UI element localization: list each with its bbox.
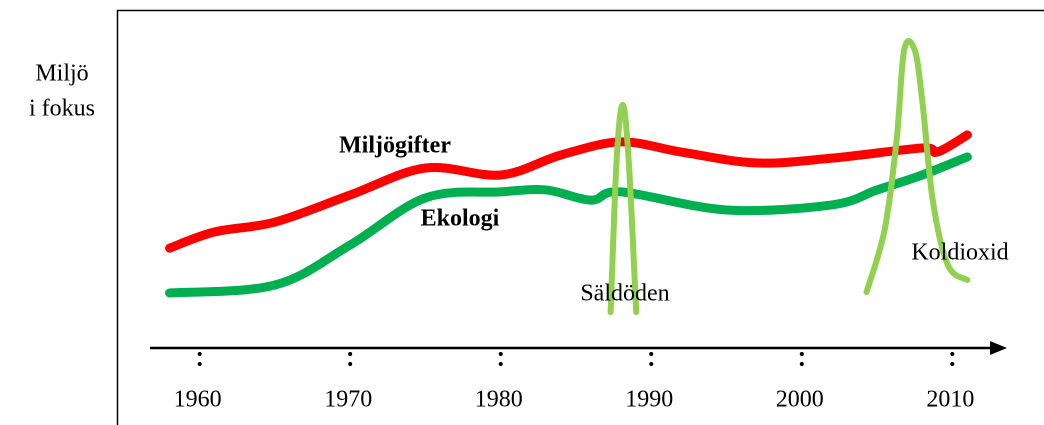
- x-tick-label: 2010: [926, 387, 974, 413]
- x-tick-label: 1990: [625, 387, 673, 413]
- x-tick-label: 2000: [776, 387, 824, 413]
- tick-dot: [950, 362, 955, 366]
- tick-dot: [799, 352, 804, 356]
- series-line: [607, 102, 640, 316]
- x-tick-label: 1980: [475, 387, 523, 413]
- tick-dot: [498, 362, 503, 366]
- series-line: [863, 38, 971, 296]
- frame: [116, 9, 1044, 425]
- x-tick-label: 1960: [174, 387, 222, 413]
- tick-dot: [197, 352, 202, 356]
- tick-dot: [348, 352, 353, 356]
- annotation: Säldöden: [580, 281, 669, 307]
- annotation: Ekologi: [421, 206, 500, 232]
- tick-dot: [950, 352, 955, 356]
- axis-arrow: [990, 341, 1007, 355]
- series-line: [165, 130, 972, 253]
- series-line: [165, 152, 972, 298]
- tick-dot: [799, 362, 804, 366]
- tick-dot: [348, 362, 353, 366]
- tick-dot: [649, 362, 654, 366]
- y-label: Miljö: [35, 61, 88, 87]
- annotation: Koldioxid: [911, 240, 1008, 266]
- tick-dot: [498, 352, 503, 356]
- x-tick-label: 1970: [324, 387, 372, 413]
- tick-dot: [197, 362, 202, 366]
- annotation: Miljögifter: [339, 133, 451, 159]
- tick-dot: [649, 352, 654, 356]
- y-label: i fokus: [29, 96, 95, 122]
